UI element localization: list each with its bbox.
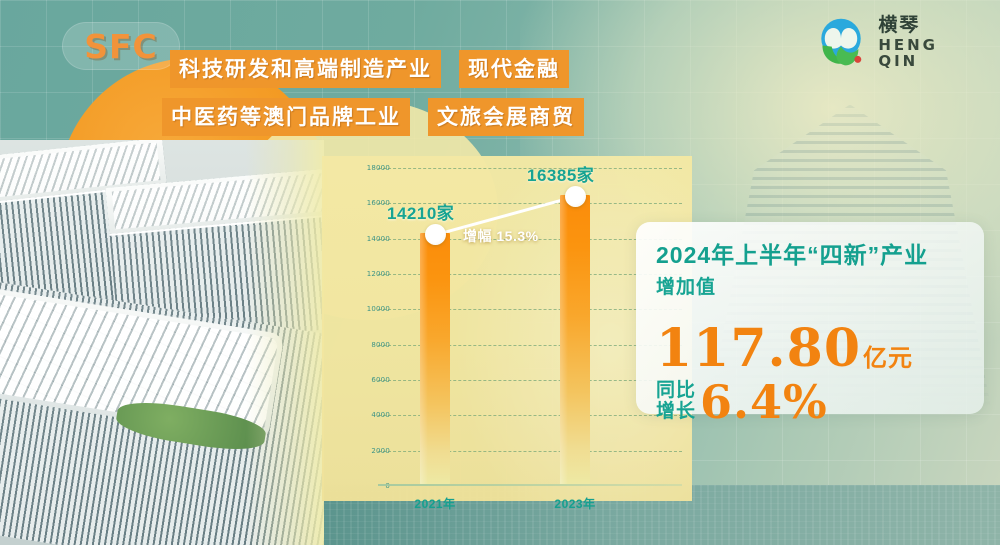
hengqin-logo-english-line2: QIN — [878, 51, 919, 70]
industry-tag-tcm-macau-brand[interactable]: 中医药等澳门品牌工业 — [162, 98, 410, 136]
chart-x-tick-label: 2023年 — [554, 497, 596, 511]
chart-y-tick-label: 16000 — [366, 199, 390, 208]
chart-y-tick-label: 8000 — [371, 340, 390, 349]
chart-y-tick-label: 6000 — [371, 376, 390, 384]
yoy-growth-row: 同比 增长 6.4% — [656, 379, 984, 425]
yoy-growth-label: 同比 增长 — [656, 381, 696, 422]
chart-gridline — [378, 380, 682, 381]
chart-x-tick-label: 2021年 — [414, 497, 456, 511]
industry-tags-row-2: 中医药等澳门品牌工业 文旅会展商贸 — [162, 98, 770, 136]
aerial-buildings-photo — [0, 140, 324, 545]
industry-tags: 科技研发和高端制造产业 现代金融 中医药等澳门品牌工业 文旅会展商贸 — [162, 50, 770, 146]
photo-right-fade — [246, 140, 324, 545]
chart-value-label: 14210家 — [387, 203, 455, 223]
chart-y-tick-label: 4000 — [371, 411, 390, 420]
chart-y-tick-label: 0 — [385, 482, 390, 490]
chart-gridline — [378, 344, 682, 346]
chart-gridline — [378, 415, 682, 417]
chart-gridline — [378, 450, 682, 452]
added-value-label-row: 增加值 — [656, 272, 984, 329]
added-value-label: 增加值 — [656, 277, 717, 298]
hengqin-logo[interactable]: 横琴 HENG QIN — [812, 10, 938, 74]
bar-chart: 0 2000 4000 6000 8000 10000 12000 14000 16000 180… — [360, 164, 682, 511]
chart-value-label: 16385家 — [527, 165, 595, 185]
chart-panel-background — [322, 156, 692, 501]
industry-tag-culture-tourism-expo[interactable]: 文旅会展商贸 — [428, 98, 584, 136]
stat-card-title: 2024年上半年“四新”产业 — [656, 242, 929, 268]
industry-tags-row-1: 科技研发和高端制造产业 现代金融 — [170, 50, 770, 88]
chart-y-tick-label: 18000 — [366, 164, 390, 172]
growth-rate-annotation: 增幅 15.3% — [463, 227, 539, 244]
hengqin-logo-wordmark: 横琴 HENG QIN — [878, 16, 938, 69]
chart-bar — [420, 232, 450, 485]
added-value-unit: 亿元 — [863, 345, 914, 372]
chart-y-tick-label: 10000 — [366, 305, 390, 314]
added-value-row: 117.80 亿元 — [656, 323, 984, 375]
yoy-growth-label-line1: 同比 — [656, 380, 697, 402]
chart-data-point-marker — [424, 224, 446, 246]
sfc-logo[interactable]: SFC — [62, 22, 180, 70]
yoy-growth-value: 6.4% — [700, 375, 828, 429]
chart-bar — [560, 194, 590, 485]
sfc-logo-text: SFC — [84, 26, 158, 66]
hengqin-logo-english-line1: HENG — [878, 35, 938, 54]
stat-card: 2024年上半年“四新”产业 增加值 117.80 亿元 同比 增长 6.4% — [636, 222, 984, 425]
chart-y-tick-label: 14000 — [366, 234, 390, 243]
chart-y-tick-label: 2000 — [371, 446, 390, 455]
chart-gridline — [378, 238, 682, 240]
industry-tag-modern-finance[interactable]: 现代金融 — [459, 50, 569, 88]
chart-gridline — [378, 168, 682, 169]
industry-tag-tech-rd[interactable]: 科技研发和高端制造产业 — [170, 50, 441, 88]
yoy-growth-label-line2: 增长 — [656, 401, 697, 422]
hengqin-logo-chinese: 横琴 — [878, 14, 921, 36]
lotus-flower-icon — [821, 18, 862, 66]
chart-gridline — [378, 274, 682, 275]
chart-x-axis — [378, 484, 682, 486]
added-value-number: 117.80 — [656, 318, 862, 379]
chart-data-point-marker — [564, 186, 586, 208]
chart-y-tick-label: 12000 — [366, 270, 390, 278]
chart-gridline — [378, 309, 682, 311]
